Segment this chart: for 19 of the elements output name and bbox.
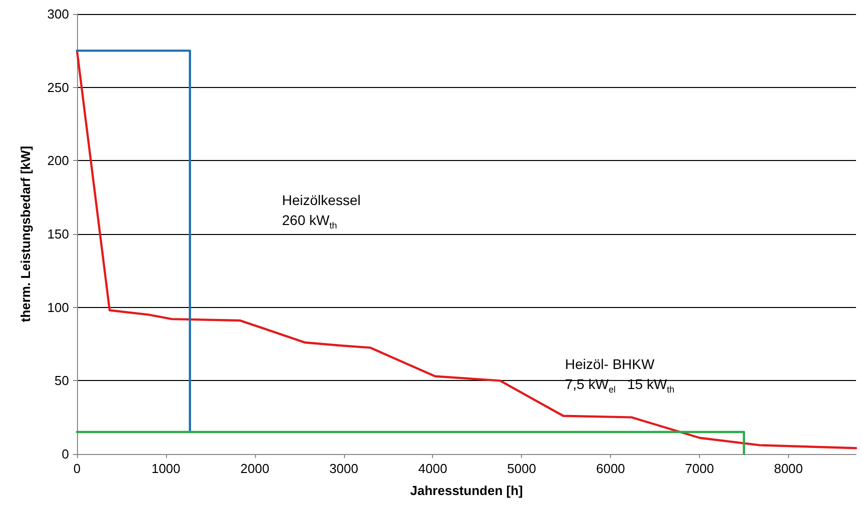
- y-tick-label: 100: [47, 300, 69, 315]
- x-tick-label: 3000: [329, 461, 358, 476]
- x-tick-label: 0: [73, 461, 81, 476]
- x-tick-label: 7000: [685, 461, 714, 476]
- x-tick-label: 4000: [418, 461, 448, 476]
- x-axis-title: Jahresstunden [h]: [410, 483, 523, 498]
- x-tick-label: 8000: [774, 461, 803, 476]
- y-axis-title: therm. Leistungsbedarf [kW]: [18, 146, 33, 322]
- y-tick-label: 300: [47, 6, 69, 22]
- line-series: [76, 50, 858, 450]
- y-tick-label: 50: [54, 373, 69, 388]
- x-tick-label: 6000: [596, 461, 626, 476]
- y-tick-label: 150: [47, 226, 69, 242]
- x-tick-label: 2000: [240, 461, 270, 476]
- y-tick-label: 200: [47, 153, 69, 168]
- x-tick-label: 1000: [151, 461, 180, 476]
- y-tick-label: 250: [47, 80, 69, 95]
- y-tick-label: 0: [62, 446, 69, 462]
- x-tick-label: 5000: [507, 461, 536, 476]
